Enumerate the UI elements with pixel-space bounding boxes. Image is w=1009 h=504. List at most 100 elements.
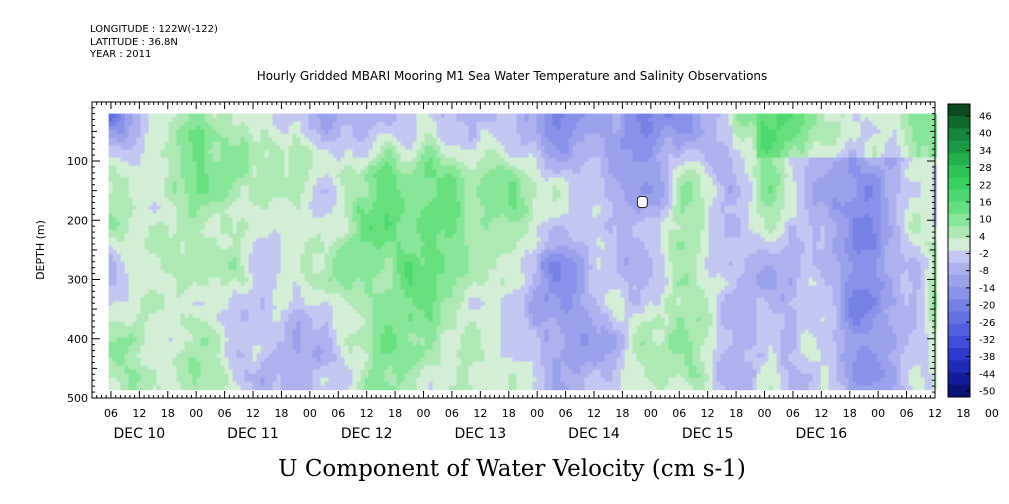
heatmap-cell [216, 309, 222, 315]
heatmap-cell [340, 269, 346, 275]
heatmap-cell [116, 113, 122, 119]
heatmap-cell [384, 213, 390, 219]
heatmap-cell [284, 289, 290, 295]
heatmap-cell [196, 121, 202, 127]
heatmap-cell [328, 233, 334, 239]
heatmap-cell [220, 113, 226, 119]
heatmap-cell [144, 345, 150, 351]
heatmap-cell [304, 281, 310, 287]
heatmap-cell [148, 125, 154, 131]
heatmap-cell [216, 181, 222, 187]
heatmap-cell [216, 365, 222, 371]
heatmap-cell [136, 301, 142, 307]
heatmap-cell [180, 349, 186, 355]
heatmap-cell [304, 309, 310, 315]
heatmap-cell [216, 193, 222, 199]
heatmap-cell [308, 337, 314, 343]
heatmap-cell [160, 273, 166, 279]
heatmap-cell [188, 137, 194, 143]
heatmap-cell [156, 157, 162, 163]
heatmap-cell [376, 233, 382, 239]
heatmap-cell [216, 329, 222, 335]
heatmap-cell [308, 241, 314, 247]
heatmap-cell [224, 337, 230, 343]
heatmap-cell [204, 353, 210, 359]
heatmap-cell [196, 337, 202, 343]
heatmap-cell [284, 185, 290, 191]
heatmap-cell [244, 157, 250, 163]
heatmap-cell [120, 177, 126, 183]
heatmap-cell [164, 149, 170, 155]
heatmap-cell [124, 133, 130, 139]
heatmap-cell [196, 317, 202, 323]
heatmap-cell [332, 285, 338, 291]
heatmap-cell [188, 297, 194, 303]
heatmap-cell [124, 361, 130, 367]
heatmap-cell [284, 257, 290, 263]
heatmap-cell [144, 377, 150, 383]
heatmap-cell [148, 301, 154, 307]
heatmap-cell [224, 253, 230, 259]
heatmap-cell [340, 309, 346, 315]
heatmap-cell [264, 377, 270, 383]
heatmap-cell [140, 241, 146, 247]
heatmap-cell [388, 149, 394, 155]
heatmap-cell [116, 177, 122, 183]
heatmap-cell [152, 285, 158, 291]
heatmap-cell [188, 285, 194, 291]
heatmap-cell [228, 209, 234, 215]
heatmap-cell [356, 349, 362, 355]
heatmap-cell [280, 385, 286, 391]
heatmap-cell [372, 361, 378, 367]
heatmap-cell [208, 313, 214, 319]
heatmap-cell [376, 129, 382, 135]
heatmap-cell [160, 385, 166, 391]
heatmap-cell [364, 193, 370, 199]
heatmap-cell [116, 149, 122, 155]
heatmap-cell [356, 369, 362, 375]
heatmap-cell [188, 193, 194, 199]
heatmap-cell [228, 309, 234, 315]
heatmap-cell [336, 233, 342, 239]
heatmap-cell [248, 137, 254, 143]
heatmap-cell [224, 249, 230, 255]
heatmap-cell [164, 249, 170, 255]
heatmap-cell [340, 265, 346, 271]
heatmap-cell [180, 297, 186, 303]
heatmap-cell [220, 205, 226, 211]
heatmap-cell [320, 301, 326, 307]
heatmap-cell [128, 225, 134, 231]
heatmap-cell [252, 193, 258, 199]
heatmap-cell [388, 257, 394, 263]
heatmap-cell [140, 145, 146, 151]
heatmap-cell [160, 149, 166, 155]
heatmap-cell [168, 189, 174, 195]
heatmap-cell [216, 169, 222, 175]
heatmap-cell [284, 137, 290, 143]
heatmap-cell [128, 233, 134, 239]
heatmap-cell [292, 125, 298, 131]
heatmap-cell [364, 153, 370, 159]
heatmap-cell [304, 269, 310, 275]
heatmap-cell [164, 337, 170, 343]
heatmap-cell [284, 273, 290, 279]
heatmap-cell [156, 313, 162, 319]
heatmap-cell [220, 293, 226, 299]
heatmap-cell [288, 185, 294, 191]
heatmap-cell [316, 345, 322, 351]
heatmap-cell [240, 133, 246, 139]
heatmap-cell [228, 313, 234, 319]
heatmap-cell [196, 221, 202, 227]
heatmap-cell [332, 345, 338, 351]
heatmap-cell [172, 233, 178, 239]
heatmap-cell [212, 161, 218, 167]
heatmap-cell [268, 129, 274, 135]
heatmap-cell [252, 125, 258, 131]
heatmap-cell [228, 213, 234, 219]
heatmap-cell [364, 145, 370, 151]
heatmap-cell [232, 365, 238, 371]
heatmap-cell [392, 317, 398, 323]
heatmap-cell [216, 141, 222, 147]
heatmap-cell [368, 241, 374, 247]
heatmap-cell [196, 177, 202, 183]
